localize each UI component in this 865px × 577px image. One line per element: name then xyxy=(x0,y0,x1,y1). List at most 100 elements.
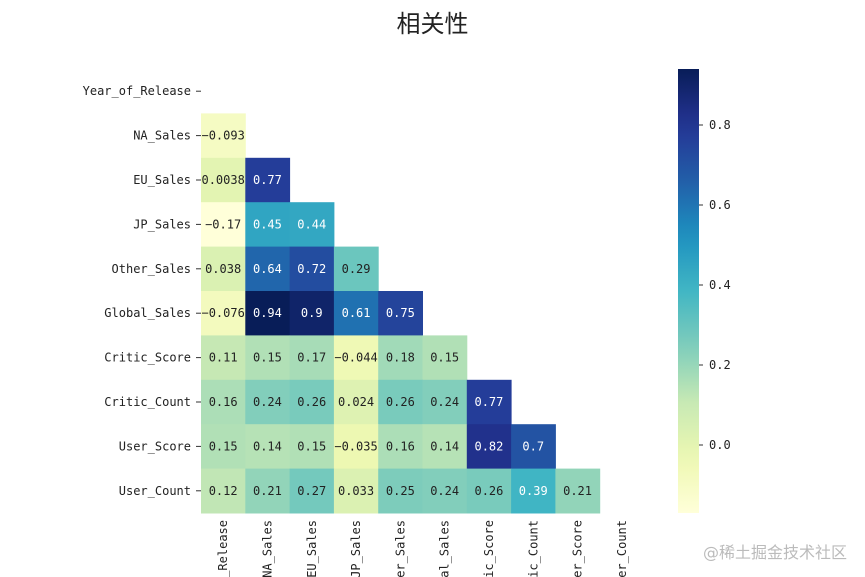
cell-value-label: 0.14 xyxy=(430,439,459,453)
heatmap-cell xyxy=(245,335,291,381)
cell-value-label: 0.24 xyxy=(430,395,459,409)
cell-value-label: 0.94 xyxy=(253,306,282,320)
colorbar-tick-label: 0.0 xyxy=(709,438,731,452)
heatmap-cell xyxy=(333,246,379,292)
cell-value-label: 0.15 xyxy=(430,351,459,365)
cell-value-label: 0.033 xyxy=(338,484,374,498)
heatmap-cell xyxy=(201,468,246,514)
cell-value-label: 0.15 xyxy=(297,439,326,453)
heatmap-cell xyxy=(201,157,246,203)
cell-value-label: 0.024 xyxy=(338,395,374,409)
cell-value-label: 0.18 xyxy=(386,351,415,365)
cell-value-label: 0.26 xyxy=(386,395,415,409)
colorbar-tick-label: 0.2 xyxy=(709,358,731,372)
heatmap-cell xyxy=(422,379,468,425)
cell-value-label: −0.044 xyxy=(334,351,377,365)
row-tick-label: JP_Sales xyxy=(133,217,191,231)
row-tick-label: User_Score xyxy=(119,439,191,453)
heatmap-cell xyxy=(422,424,468,470)
heatmap-cell xyxy=(511,424,556,470)
cell-value-label: 0.24 xyxy=(430,484,459,498)
column-tick-label: ic_Score xyxy=(482,520,496,577)
cell-value-label: 0.9 xyxy=(301,306,323,320)
cell-value-label: 0.21 xyxy=(253,484,282,498)
heatmap-cell xyxy=(245,246,291,292)
heatmap-cell xyxy=(289,246,335,292)
column-tick-label: er_Sales xyxy=(393,520,407,577)
heatmap-cell xyxy=(333,335,379,381)
cell-value-label: 0.21 xyxy=(563,484,592,498)
heatmap-cell xyxy=(245,379,291,425)
row-tick-label: Critic_Count xyxy=(104,395,191,409)
cell-value-label: −0.076 xyxy=(201,306,244,320)
heatmap-cell xyxy=(378,468,423,514)
heatmap-cell xyxy=(466,424,512,470)
heatmap-cell xyxy=(201,291,246,336)
heatmap-cell xyxy=(289,335,335,381)
row-tick-label: Year_of_Release xyxy=(83,84,191,98)
column-tick-label: JP_Sales xyxy=(349,520,363,577)
column-tick-label: ic_Count xyxy=(526,520,540,577)
heatmap-cell xyxy=(333,379,379,425)
heatmap-cell xyxy=(201,113,246,159)
cell-value-label: 0.25 xyxy=(386,484,415,498)
cell-value-label: 0.39 xyxy=(519,484,548,498)
row-tick-label: EU_Sales xyxy=(133,173,191,187)
heatmap-cell xyxy=(289,424,335,470)
cell-value-label: −0.093 xyxy=(201,129,244,143)
heatmap-cell xyxy=(201,424,246,470)
cell-value-label: 0.64 xyxy=(253,262,282,276)
column-tick-label: NA_Sales xyxy=(260,520,274,577)
cell-value-label: 0.0038 xyxy=(201,173,244,187)
cell-value-label: 0.24 xyxy=(253,395,282,409)
heatmap-cell xyxy=(245,202,291,248)
cell-value-label: 0.72 xyxy=(297,262,326,276)
heatmap-cell xyxy=(511,468,556,514)
heatmap-cell xyxy=(289,291,335,336)
column-tick-label: _Release xyxy=(216,520,230,577)
heatmap-cell xyxy=(201,379,246,425)
cell-value-label: 0.75 xyxy=(386,306,415,320)
cell-value-label: 0.15 xyxy=(209,439,238,453)
heatmap-cell xyxy=(466,379,512,425)
heatmap-cell xyxy=(333,424,379,470)
cell-value-label: −0.035 xyxy=(334,439,377,453)
heatmap-cell xyxy=(201,246,246,292)
cell-value-label: 0.7 xyxy=(522,439,544,453)
heatmap-cell xyxy=(245,291,291,336)
column-tick-label: EU_Sales xyxy=(305,520,319,577)
cell-value-label: 0.26 xyxy=(297,395,326,409)
row-tick-label: Critic_Score xyxy=(104,351,191,365)
heatmap-cell xyxy=(289,379,335,425)
cell-value-label: 0.038 xyxy=(205,262,241,276)
row-tick-label: User_Count xyxy=(119,484,191,498)
heatmap-cell xyxy=(289,468,335,514)
heatmap-cell xyxy=(245,468,291,514)
heatmap-cell xyxy=(201,335,246,381)
cell-value-label: 0.29 xyxy=(342,262,371,276)
cell-value-label: 0.26 xyxy=(474,484,503,498)
cell-value-label: 0.82 xyxy=(474,439,503,453)
heatmap-cell xyxy=(555,468,601,514)
cell-value-label: 0.44 xyxy=(297,217,326,231)
cell-value-label: 0.77 xyxy=(253,173,282,187)
row-tick-label: NA_Sales xyxy=(133,129,191,143)
watermark: @稀土掘金技术社区 xyxy=(702,543,847,562)
heatmap-cell xyxy=(245,424,291,470)
cell-value-label: 0.12 xyxy=(209,484,238,498)
cell-value-label: 0.45 xyxy=(253,217,282,231)
colorbar-tick-label: 0.4 xyxy=(709,278,731,292)
heatmap-cell xyxy=(378,335,423,381)
cell-value-label: 0.14 xyxy=(253,439,282,453)
row-tick-label: Other_Sales xyxy=(112,262,191,276)
cell-value-label: 0.77 xyxy=(474,395,503,409)
colorbar-tick-label: 0.6 xyxy=(709,198,731,212)
chart-title: 相关性 xyxy=(396,10,469,38)
heatmap-cell xyxy=(245,157,291,203)
column-tick-label: al_Sales xyxy=(438,520,452,577)
colorbar-tick-label: 0.8 xyxy=(709,118,731,132)
cell-value-label: 0.61 xyxy=(342,306,371,320)
heatmap-cell xyxy=(289,202,335,248)
cell-value-label: 0.15 xyxy=(253,351,282,365)
cell-value-label: 0.16 xyxy=(209,395,238,409)
